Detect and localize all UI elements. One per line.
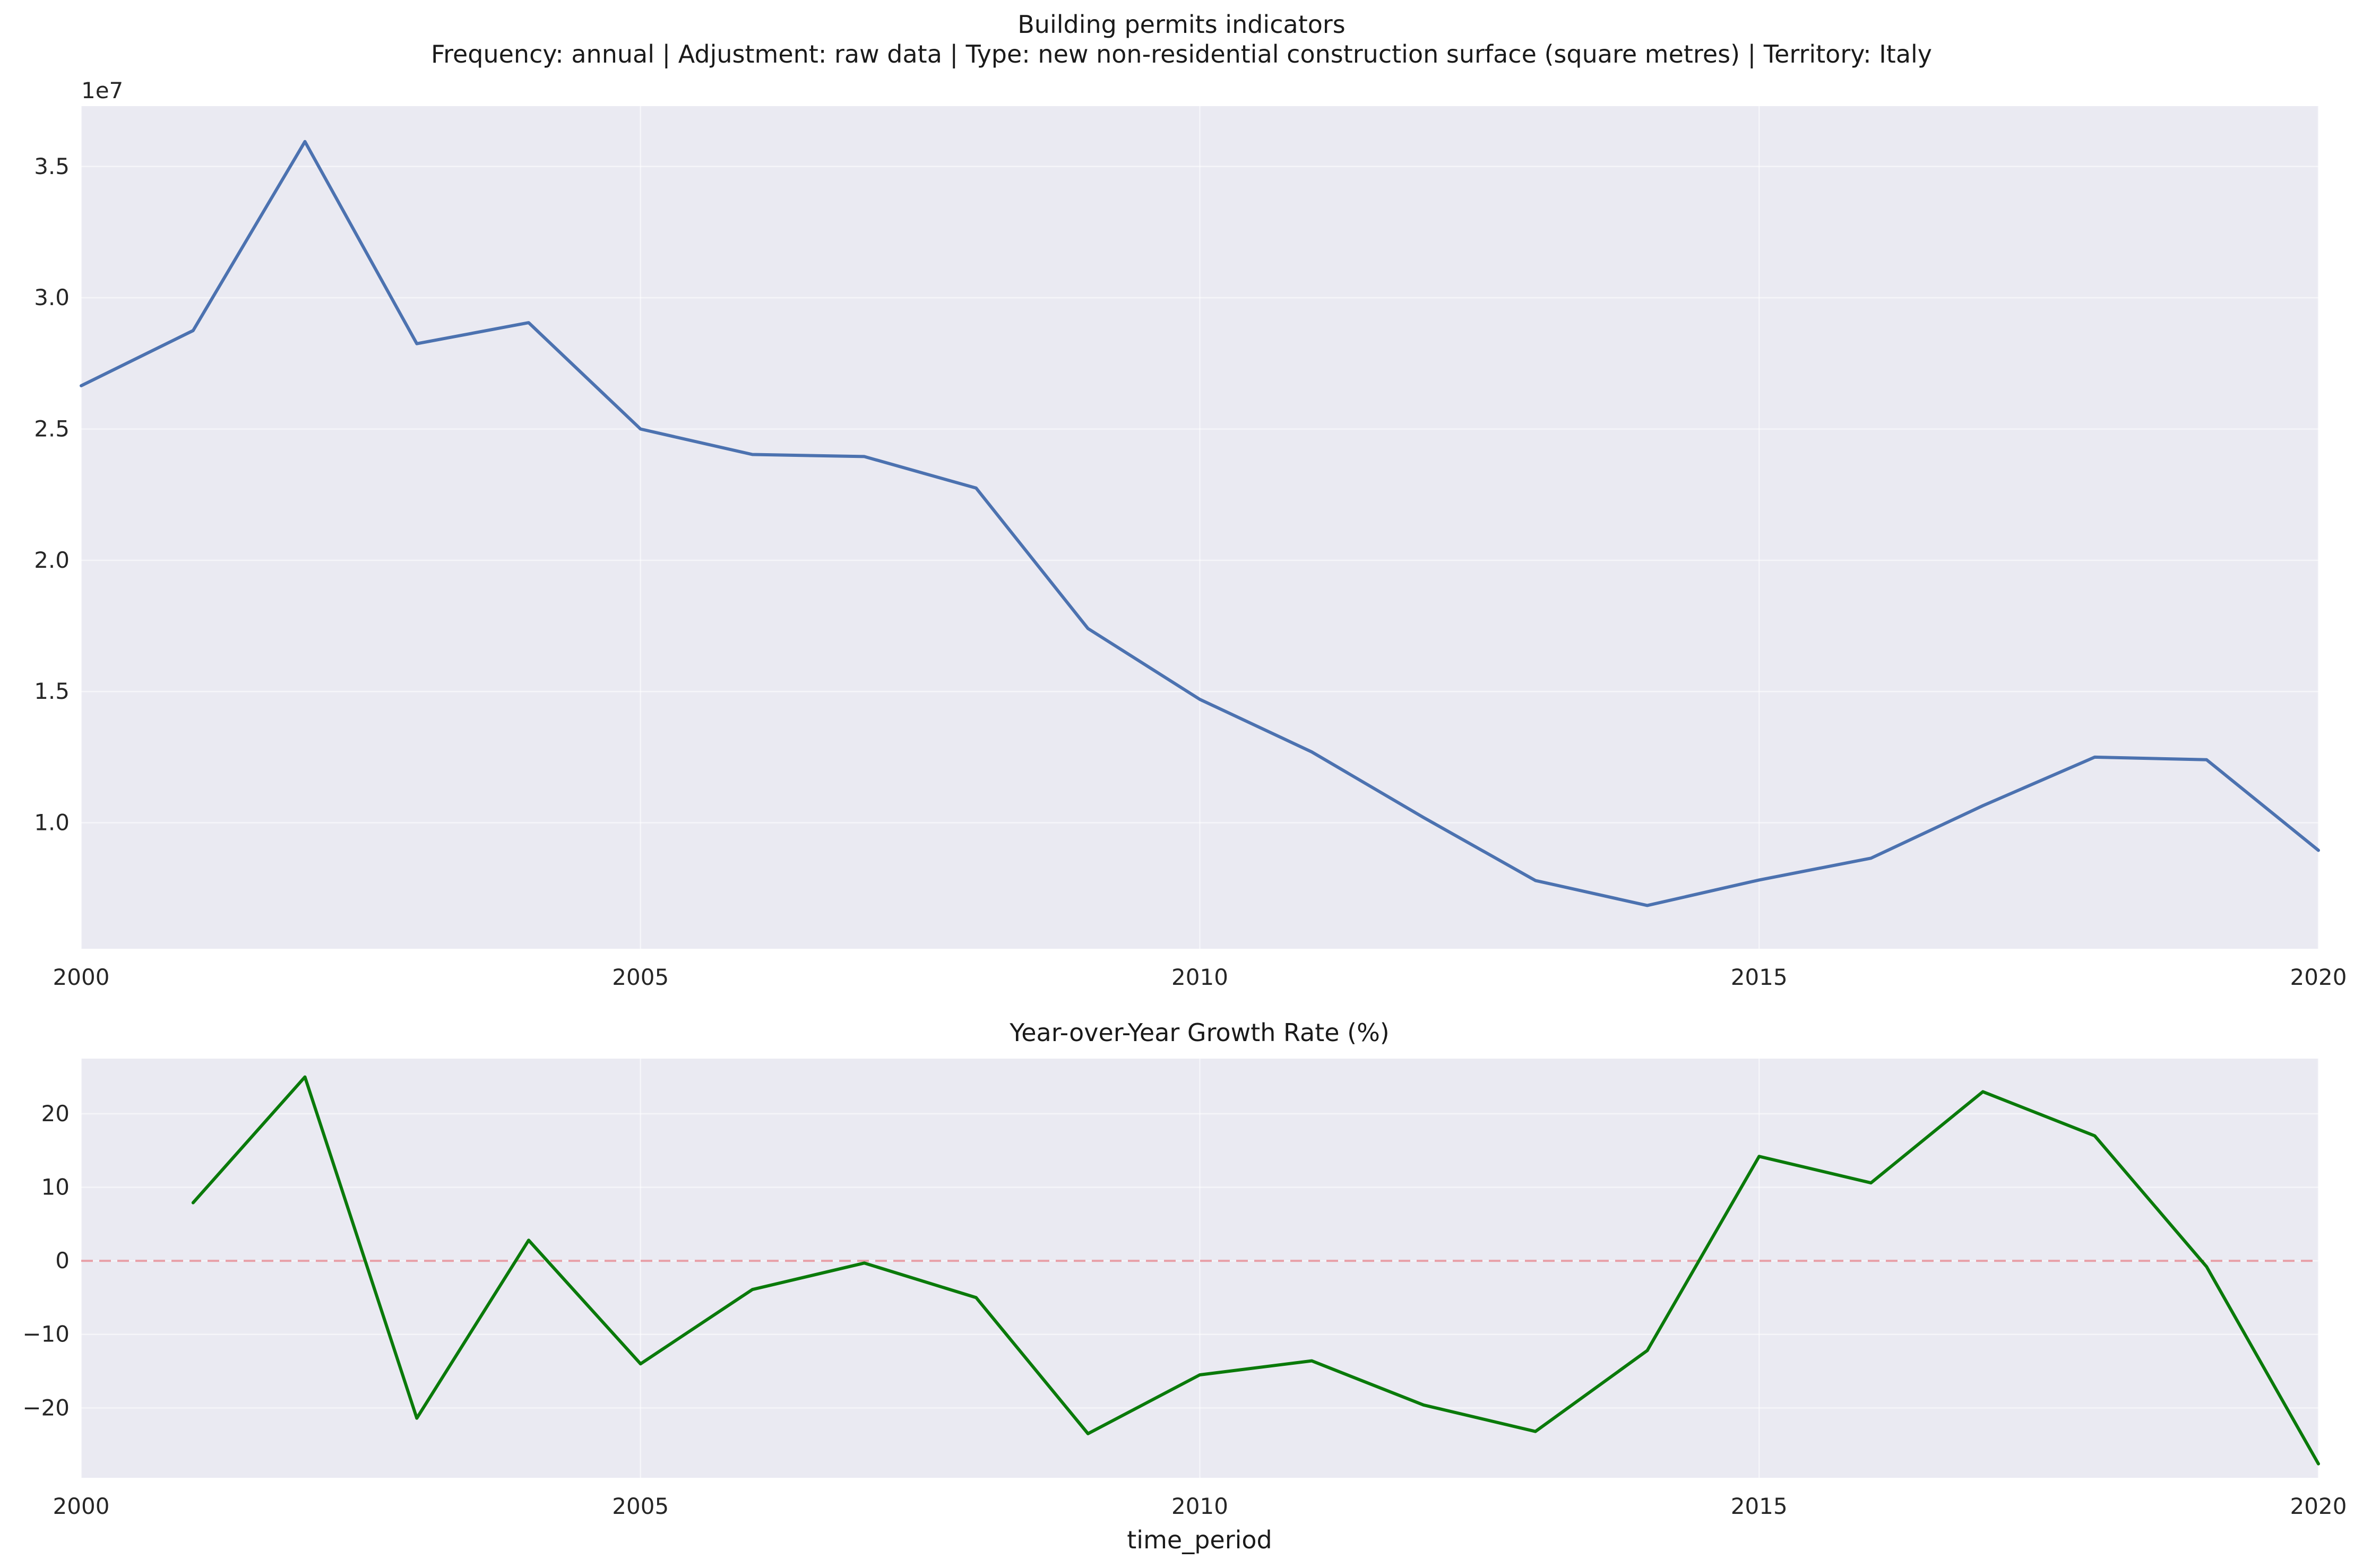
x-tick-label: 2020: [2290, 1493, 2347, 1519]
growth-y-axis: −20 −10 0 10 20: [22, 1101, 70, 1420]
growth-x-axis-label: time_period: [1127, 1526, 1272, 1554]
growth-x-axis: 2000 2005 2010 2015 2020: [53, 1493, 2347, 1519]
y-tick-label: −20: [22, 1394, 70, 1420]
y-tick-label: 1.5: [34, 678, 70, 704]
value-grid: [80, 106, 2319, 949]
figure-title: Building permits indicators: [1017, 10, 1346, 39]
y-tick-label: 2.0: [34, 547, 70, 573]
y-tick-label: 20: [41, 1101, 70, 1127]
y-tick-label: 10: [41, 1174, 70, 1200]
growth-chart-panel: Year-over-Year Growth Rate (%) −20 −10 0 10…: [22, 1018, 2347, 1554]
x-tick-label: 2000: [53, 964, 110, 990]
growth-series: [191, 1075, 2320, 1466]
y-tick-label: 2.5: [34, 415, 70, 441]
x-tick-label: 2010: [1171, 964, 1228, 990]
y-tick-label: 3.0: [34, 284, 70, 310]
figure-subtitle: Frequency: annual | Adjustment: raw data…: [431, 40, 1932, 69]
y-tick-label: 1.0: [34, 810, 70, 836]
x-tick-label: 2005: [612, 964, 669, 990]
value-series: [80, 140, 2320, 907]
y-tick-label: 3.5: [34, 153, 70, 179]
y-tick-label: 0: [55, 1248, 70, 1274]
growth-grid: [80, 1059, 2319, 1478]
series-line: [191, 1075, 2320, 1466]
x-tick-label: 2015: [1731, 964, 1788, 990]
value-y-axis: 1.0 1.5 2.0 2.5 3.0 3.5: [34, 153, 70, 836]
x-tick-label: 2005: [612, 1493, 669, 1519]
x-tick-label: 2010: [1171, 1493, 1228, 1519]
x-tick-label: 2015: [1731, 1493, 1788, 1519]
growth-chart-title: Year-over-Year Growth Rate (%): [1009, 1018, 1390, 1047]
value-offset-label: 1e7: [81, 77, 123, 103]
value-chart-panel: 1.01.52.02.53.03.5 2000 2005 2010 2015 2020 …: [34, 77, 2347, 990]
x-tick-label: 2020: [2290, 964, 2347, 990]
x-tick-label: 2000: [53, 1493, 110, 1519]
value-x-axis: 2000 2005 2010 2015 2020: [53, 964, 2347, 990]
y-tick-label: −10: [22, 1321, 70, 1347]
